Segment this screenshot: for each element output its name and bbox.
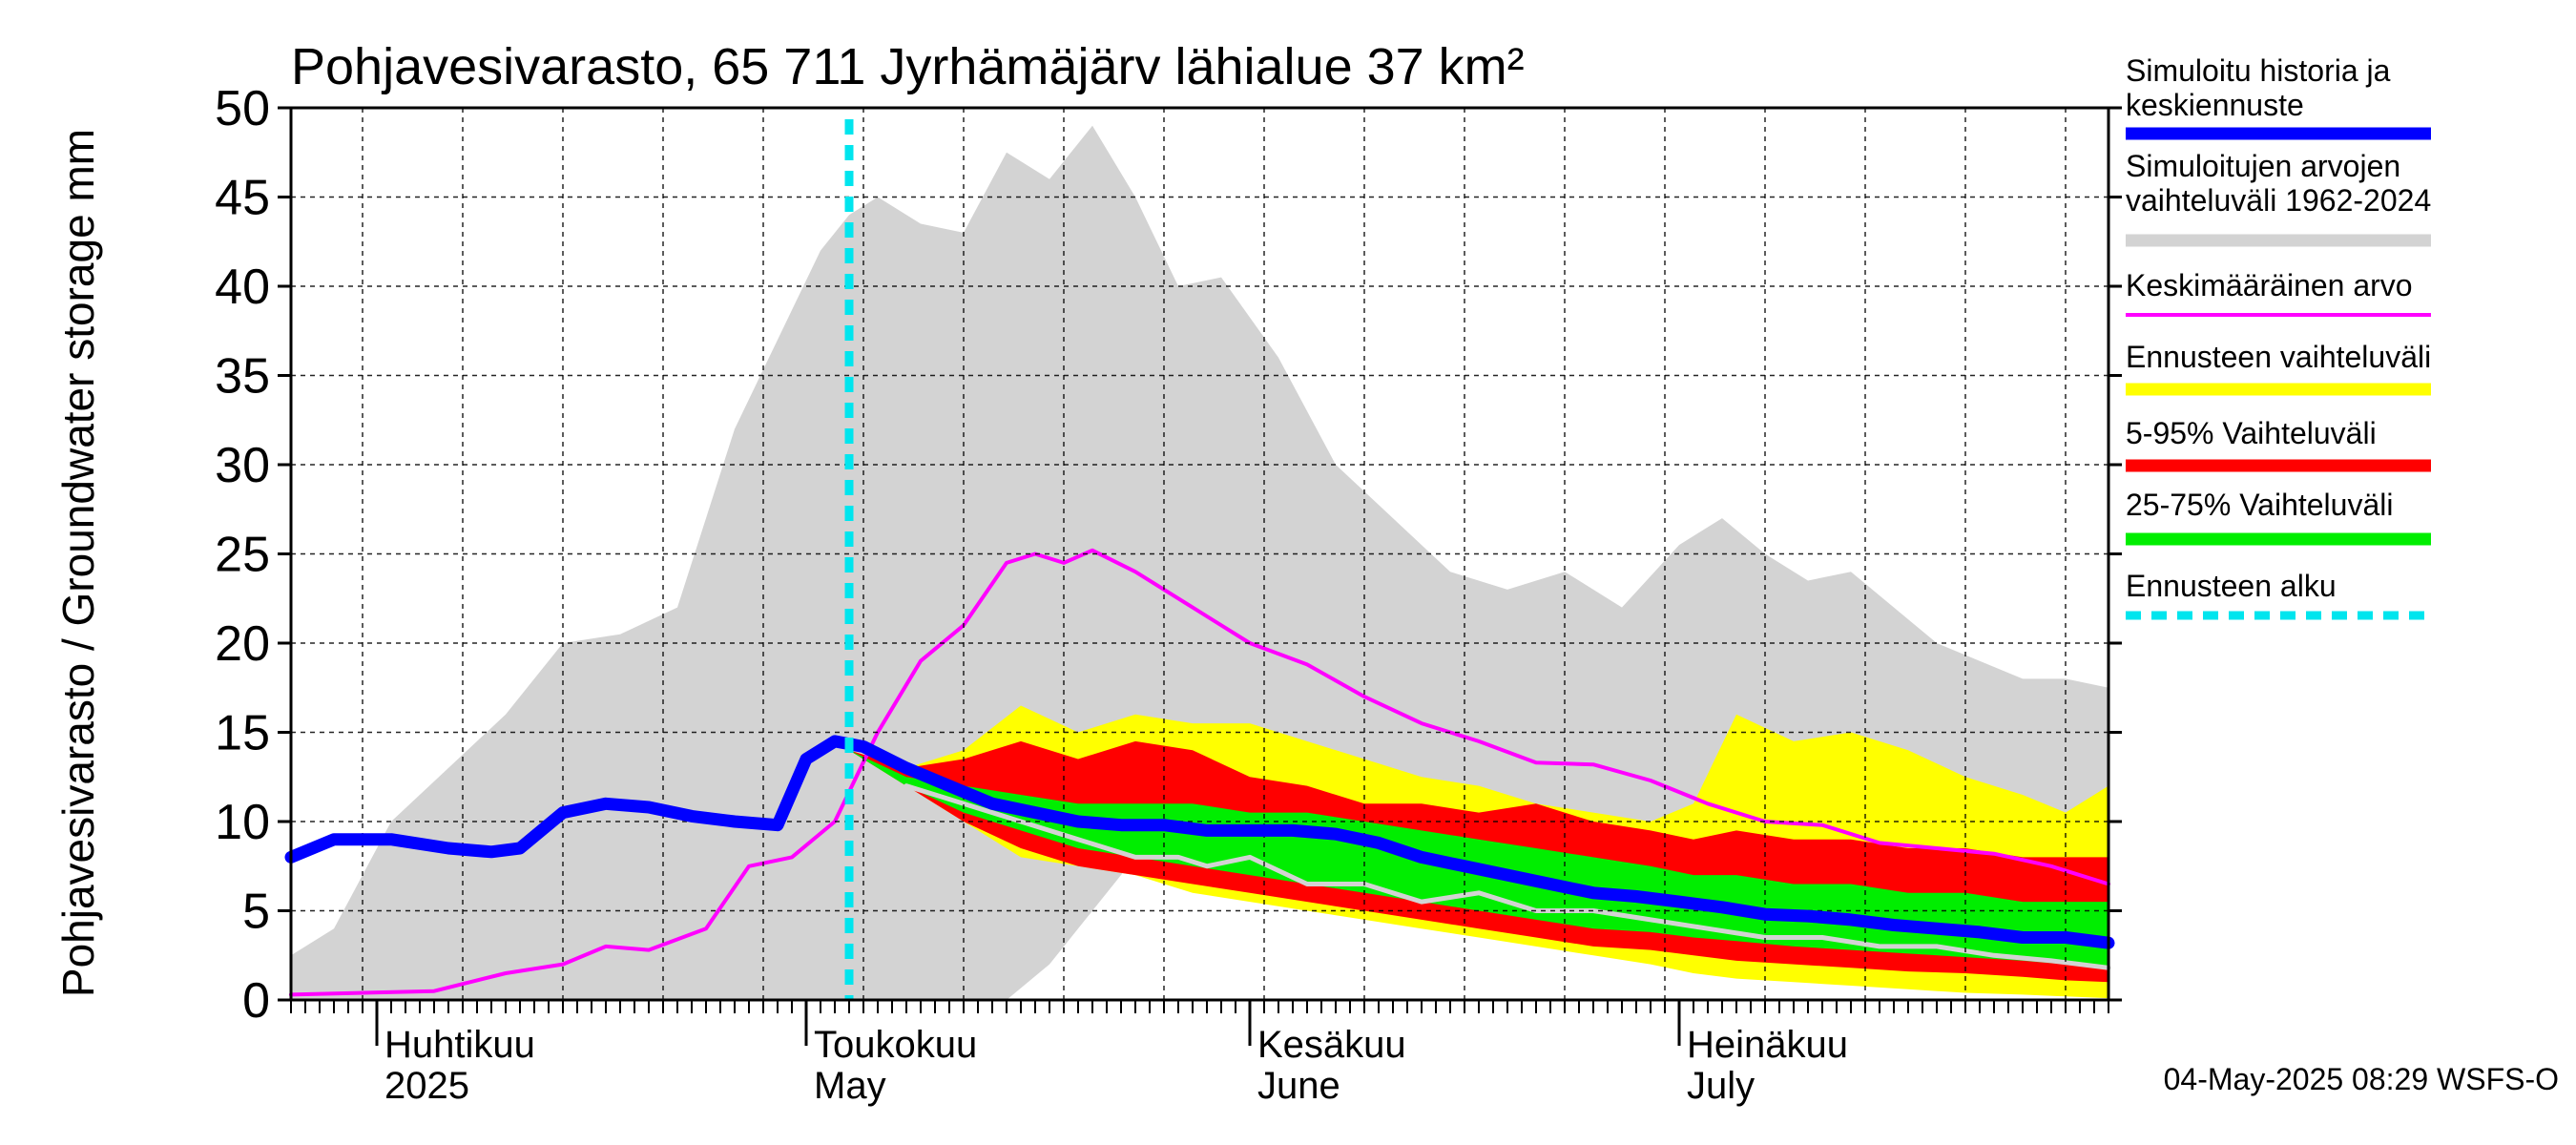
- y-tick-label: 15: [215, 706, 270, 761]
- x-month-label: Toukokuu: [814, 1024, 977, 1066]
- legend-label: keskiennuste: [2126, 88, 2304, 122]
- simulated-median-line: [284, 735, 2115, 949]
- legend-label: Simuloitu historia ja: [2126, 53, 2391, 88]
- footer-timestamp: 04-May-2025 08:29 WSFS-O: [2164, 1062, 2559, 1096]
- y-tick-label: 45: [215, 171, 270, 226]
- y-tick-label: 0: [242, 973, 270, 1029]
- chart-title: Pohjavesivarasto, 65 711 Jyrhämäjärv läh…: [291, 38, 1525, 95]
- legend-label: Simuloitujen arvojen: [2126, 149, 2400, 183]
- legend-label: vaihteluväli 1962-2024: [2126, 183, 2431, 218]
- y-axis-label: Pohjavesivarasto / Groundwater storage m…: [53, 129, 103, 997]
- y-tick-label: 20: [215, 616, 270, 672]
- legend-label: 25-75% Vaihteluväli: [2126, 488, 2393, 522]
- y-tick-label: 10: [215, 795, 270, 850]
- legend-label: Ennusteen alku: [2126, 569, 2337, 603]
- y-tick-label: 40: [215, 260, 270, 315]
- plot-area: [284, 107, 2115, 1001]
- x-month-sublabel: May: [814, 1065, 886, 1107]
- y-tick-label: 5: [242, 885, 270, 940]
- mean-value-line: [289, 548, 2110, 997]
- x-month-label: Huhtikuu: [384, 1024, 535, 1066]
- x-month-sublabel: 2025: [384, 1065, 469, 1107]
- legend-label: Keskimääräinen arvo: [2126, 268, 2413, 302]
- y-tick-label: 25: [215, 528, 270, 583]
- x-month-sublabel: July: [1687, 1065, 1755, 1107]
- grey-trace-line: [904, 783, 2111, 970]
- x-month-sublabel: June: [1257, 1065, 1340, 1107]
- y-tick-label: 35: [215, 349, 270, 405]
- legend-label: 5-95% Vaihteluväli: [2126, 416, 2377, 450]
- x-month-label: Kesäkuu: [1257, 1024, 1406, 1066]
- legend-label: Ennusteen vaihteluväli: [2126, 340, 2431, 374]
- axes: 05101520253035404550Huhtikuu2025Toukokuu…: [215, 81, 2122, 1107]
- y-tick-label: 50: [215, 81, 270, 136]
- x-month-label: Heinäkuu: [1687, 1024, 1848, 1066]
- y-tick-label: 30: [215, 438, 270, 493]
